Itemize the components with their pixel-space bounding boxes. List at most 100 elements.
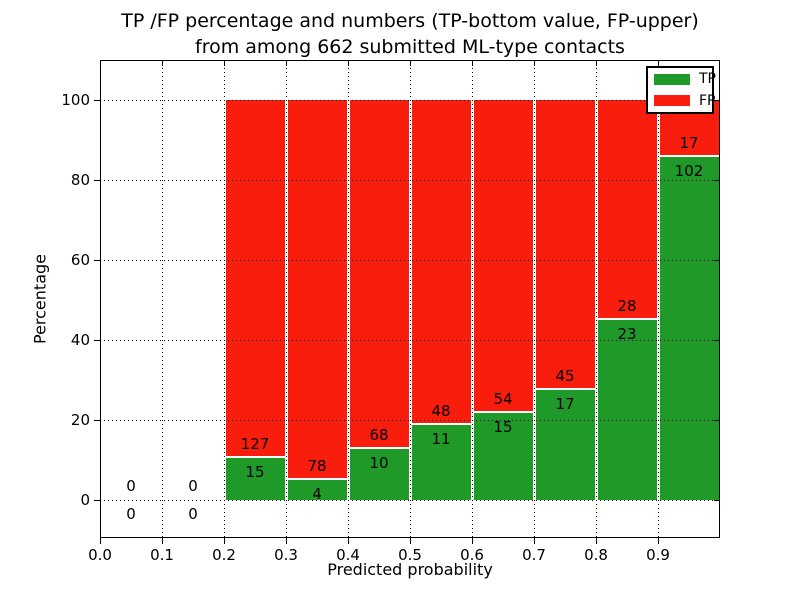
tick-mark <box>409 60 411 66</box>
tick-mark <box>533 60 535 66</box>
bar <box>596 100 658 500</box>
bar <box>224 100 286 500</box>
tick-mark <box>94 99 100 101</box>
tick-mark <box>94 339 100 341</box>
tp-count-label: 0 <box>126 505 136 523</box>
tp-count-label: 0 <box>188 505 198 523</box>
x-tick-label: 0.2 <box>212 546 236 564</box>
tick-mark <box>657 538 659 544</box>
bar-segment-tp <box>597 319 657 500</box>
y-tick-label: 60 <box>70 251 90 269</box>
fp-count-label: 127 <box>240 434 270 453</box>
fp-count-label: 17 <box>679 134 699 153</box>
legend-item-tp: TP <box>648 69 716 89</box>
bar-segment-tp <box>473 413 533 500</box>
tick-mark <box>714 259 720 261</box>
tick-mark <box>94 179 100 181</box>
legend-label-tp: TP <box>699 71 716 88</box>
bar-segment-tp <box>287 480 347 500</box>
tick-mark <box>347 538 349 544</box>
bar <box>410 100 472 500</box>
gridline-vertical <box>657 60 659 538</box>
tick-mark <box>714 179 720 181</box>
y-tick-label: 40 <box>70 331 90 349</box>
bar <box>348 100 410 500</box>
tick-mark <box>595 538 597 544</box>
gridline-horizontal <box>100 179 720 181</box>
tick-mark <box>714 339 720 341</box>
gridline-vertical <box>161 60 163 538</box>
tick-mark <box>471 60 473 66</box>
gridline-vertical <box>533 60 535 538</box>
tick-mark <box>99 538 101 544</box>
x-tick-label: 0.3 <box>274 546 298 564</box>
bar-segment-fp <box>287 100 347 481</box>
y-tick-label: 20 <box>70 411 90 429</box>
bar-segment-fp <box>473 100 533 414</box>
gridline-vertical <box>223 60 225 538</box>
legend-label-fp: FP <box>699 92 716 109</box>
tp-count-label: 15 <box>493 418 513 437</box>
tick-mark <box>223 60 225 66</box>
bar <box>534 100 596 500</box>
tick-mark <box>94 419 100 421</box>
gridline-vertical <box>471 60 473 538</box>
tp-count-label: 17 <box>555 395 575 414</box>
bar <box>286 100 348 500</box>
legend: TP FP <box>646 66 716 114</box>
gridline-vertical <box>595 60 597 538</box>
tp-count-label: 4 <box>312 485 322 504</box>
tick-mark <box>285 538 287 544</box>
fp-swatch-icon <box>654 95 690 107</box>
tp-count-label: 10 <box>369 453 389 472</box>
tick-mark <box>161 538 163 544</box>
gridline-horizontal <box>100 499 720 501</box>
x-tick-label: 0.5 <box>398 546 422 564</box>
fp-count-label: 78 <box>307 457 327 476</box>
tick-mark <box>714 419 720 421</box>
tick-mark <box>657 60 659 66</box>
x-tick-label: 0.0 <box>88 546 112 564</box>
x-tick-label: 0.6 <box>460 546 484 564</box>
gridline-horizontal <box>100 259 720 261</box>
y-tick-label: 80 <box>70 171 90 189</box>
fp-count-label: 45 <box>555 367 575 386</box>
tick-mark <box>161 60 163 66</box>
gridline-horizontal <box>100 99 720 101</box>
gridline-vertical <box>347 60 349 538</box>
bar-segment-tp <box>659 157 719 500</box>
bar-segment-tp <box>349 448 409 500</box>
tick-mark <box>99 60 101 66</box>
tp-count-label: 23 <box>617 324 637 343</box>
gridline-vertical <box>285 60 287 538</box>
x-tick-label: 0.9 <box>646 546 670 564</box>
bar-segment-tp <box>535 390 595 500</box>
tick-mark <box>285 60 287 66</box>
fp-count-label: 0 <box>188 477 198 495</box>
tick-mark <box>409 538 411 544</box>
gridline-vertical <box>409 60 411 538</box>
x-tick-label: 0.4 <box>336 546 360 564</box>
bar-segment-fp <box>597 100 657 320</box>
chart-title-line2: from among 662 submitted ML-type contact… <box>195 36 625 58</box>
fp-count-label: 48 <box>431 402 451 421</box>
fp-count-label: 54 <box>493 390 513 409</box>
tp-count-label: 102 <box>674 162 704 181</box>
bar-segment-fp <box>225 100 285 458</box>
tick-mark <box>94 259 100 261</box>
chart-title: TP /FP percentage and numbers (TP-bottom… <box>100 8 720 60</box>
x-tick-label: 0.8 <box>584 546 608 564</box>
y-tick-label: 100 <box>61 91 90 109</box>
tp-count-label: 15 <box>245 462 265 481</box>
gridline-horizontal <box>100 339 720 341</box>
plot-area: 0.0 0.1 0.2 0.3 0.4 0.5 0.6 0.7 0.8 0.9 0 20 40 60 80 1… <box>61 60 720 579</box>
fp-count-label: 68 <box>369 425 389 444</box>
tick-mark <box>595 60 597 66</box>
bar-segment-fp <box>535 100 595 391</box>
tick-mark <box>714 499 720 501</box>
legend-item-fp: FP <box>648 91 716 111</box>
fp-count-label: 0 <box>126 477 136 495</box>
tick-mark <box>223 538 225 544</box>
tick-mark <box>471 538 473 544</box>
